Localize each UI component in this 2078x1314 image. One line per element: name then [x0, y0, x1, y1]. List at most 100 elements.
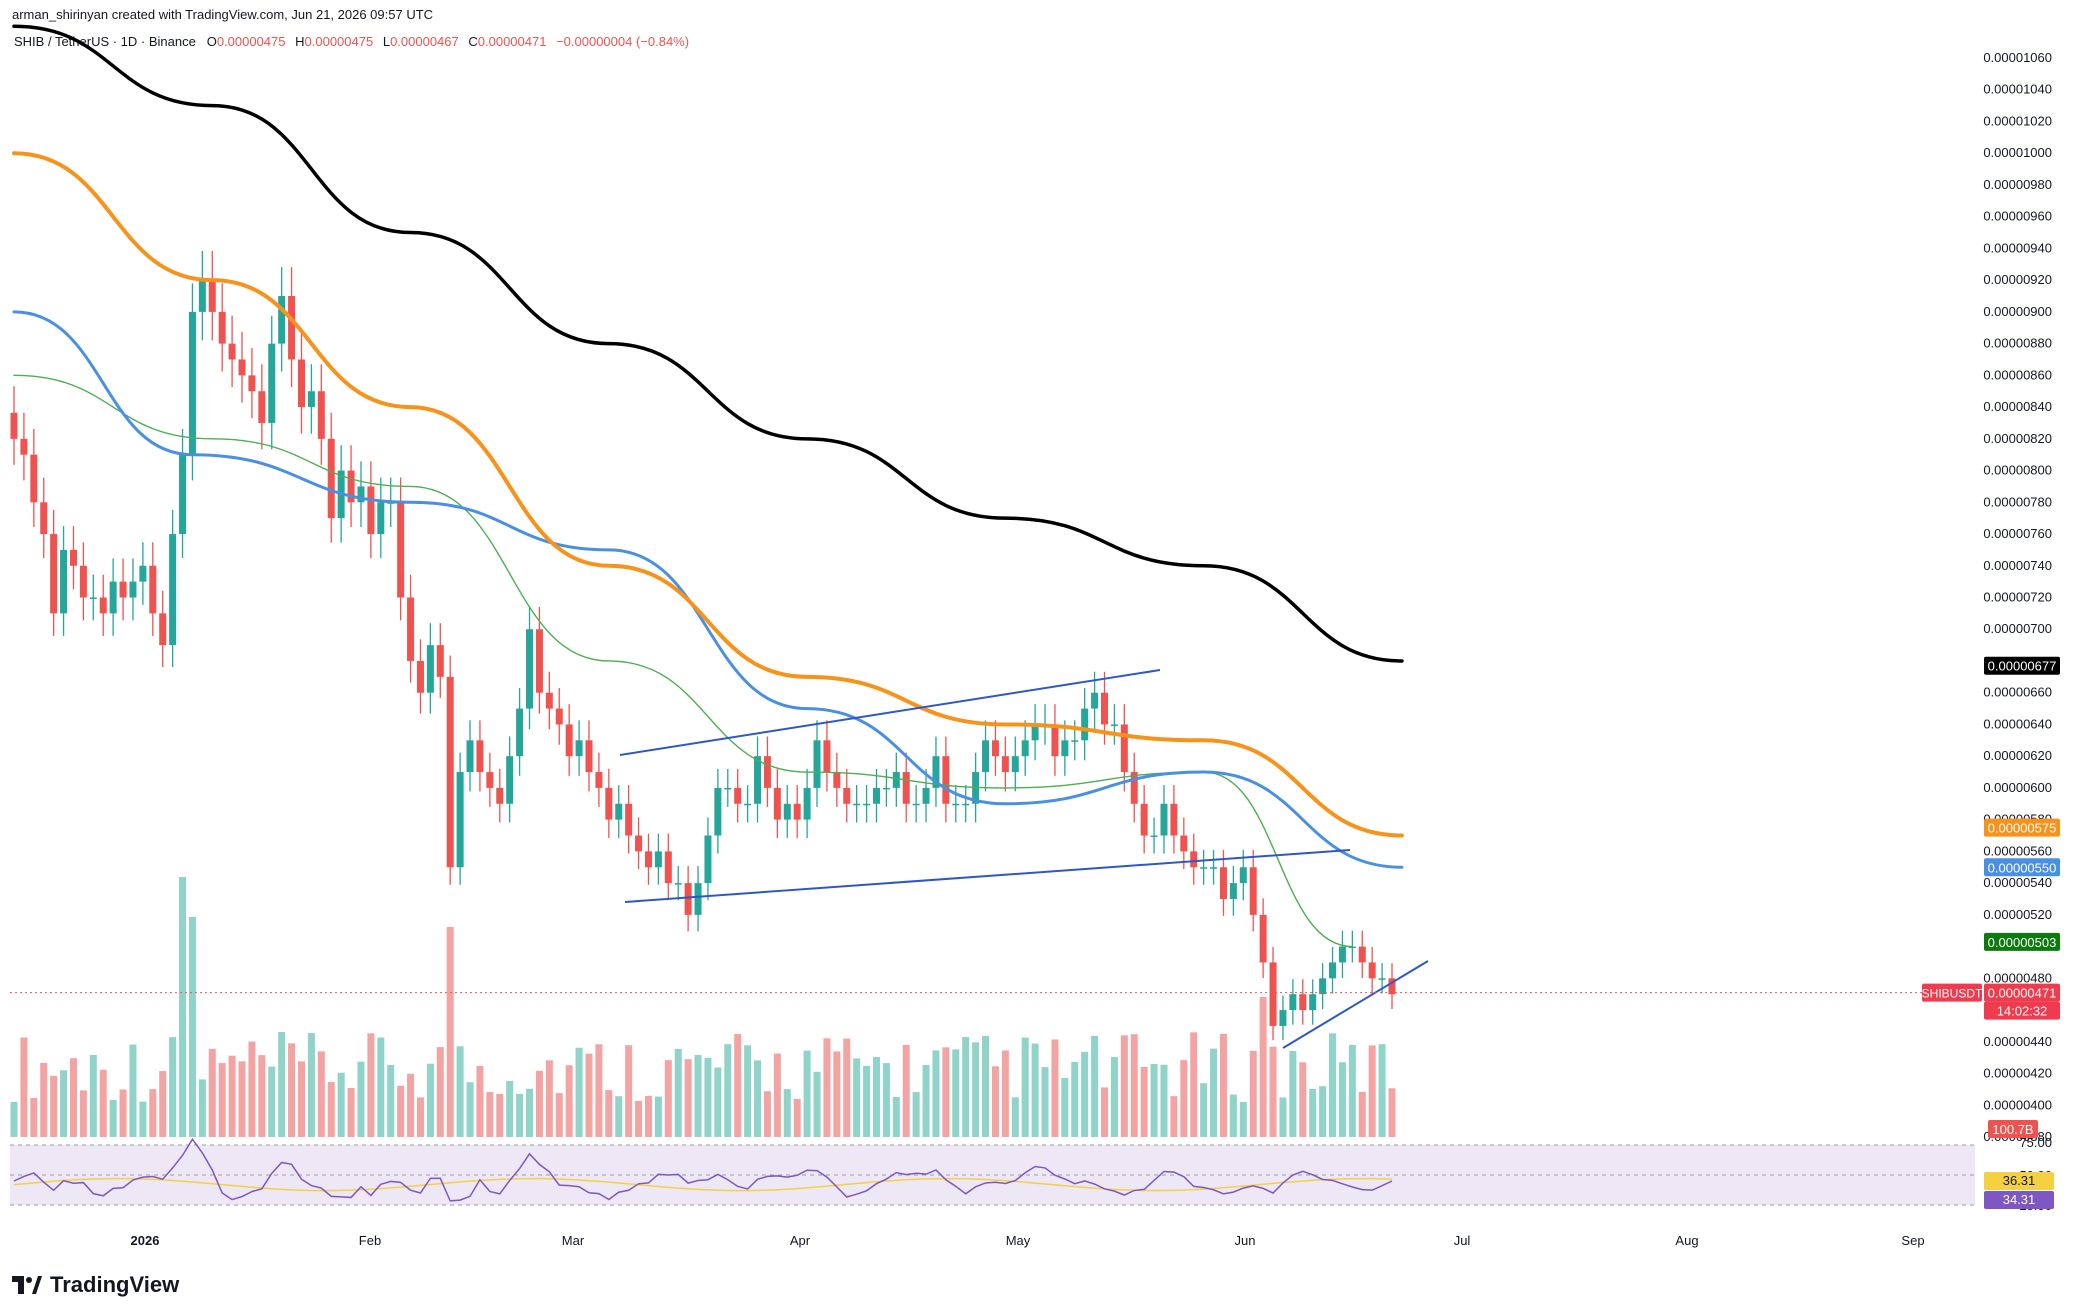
price-tick-label: 0.00000920 — [1983, 272, 2052, 287]
candle-body — [30, 454, 38, 503]
candle-body — [149, 565, 157, 614]
candle-body — [397, 502, 405, 598]
volume-bar — [1160, 1064, 1168, 1137]
volume-bar — [744, 1045, 752, 1137]
tradingview-logo[interactable]: TradingView — [12, 1272, 179, 1298]
candle-body — [882, 787, 890, 790]
trend-line — [619, 669, 1161, 756]
candle-body — [942, 756, 950, 804]
volume-tag — [1988, 1120, 2038, 1138]
volume-bar — [962, 1037, 970, 1137]
volume-bar — [99, 1069, 107, 1137]
volume-bar — [466, 1082, 474, 1137]
candle-body — [555, 708, 563, 725]
candle-body — [278, 296, 286, 344]
candle-body — [317, 391, 325, 439]
candle-body — [545, 692, 553, 709]
price-tag-text: 0.00000503 — [1988, 935, 2057, 950]
volume-bar — [912, 1092, 920, 1137]
candle-body — [1338, 946, 1346, 963]
volume-bar — [1348, 1044, 1356, 1137]
candle-body — [1329, 962, 1337, 979]
volume-bar — [982, 1035, 990, 1137]
candle-body — [932, 756, 940, 788]
candle-body — [60, 549, 68, 614]
price-tick-label: 0.00000520 — [1983, 907, 2052, 922]
volume-layer — [10, 877, 1396, 1137]
candle-body — [416, 660, 424, 693]
trend-line — [624, 849, 1351, 903]
volume-bar — [1041, 1067, 1049, 1137]
candle-body — [1081, 708, 1089, 741]
candle-body — [258, 391, 266, 423]
volume-bar — [704, 1057, 712, 1137]
candle-body — [1001, 756, 1009, 773]
time-tick-label: Mar — [562, 1233, 585, 1248]
candle-body — [1200, 867, 1208, 869]
volume-bar — [69, 1058, 77, 1137]
tradingview-icon — [12, 1276, 42, 1294]
price-tick-label: 0.00000820 — [1983, 431, 2052, 446]
volume-bar — [1229, 1094, 1237, 1137]
ohlc-high-label: H — [295, 34, 305, 49]
volume-bar — [407, 1073, 415, 1137]
volume-bar — [1120, 1035, 1128, 1137]
time-tick-label: Jun — [1235, 1233, 1256, 1248]
volume-bar — [793, 1098, 801, 1137]
volume-bar — [1388, 1088, 1396, 1137]
rsi-value-tag — [1984, 1172, 2054, 1190]
volume-bar — [159, 1071, 167, 1137]
volume-bar — [555, 1093, 563, 1137]
price-labels: 0.00000677 0.00000575 0.00000550 0.00000503… — [1922, 656, 2060, 1138]
price-tag-ma-20 — [1984, 932, 2060, 951]
candlestick-layer — [10, 250, 1396, 1041]
volume-bar — [476, 1066, 484, 1137]
candle-body — [872, 787, 880, 804]
volume-bar — [823, 1038, 831, 1137]
volume-bar — [228, 1055, 236, 1137]
price-tick-label: 0.00000720 — [1983, 590, 2052, 605]
volume-bar — [1021, 1037, 1029, 1137]
ma-line-ma200 — [12, 24, 1404, 663]
candle-body — [347, 470, 355, 503]
candle-body — [407, 597, 415, 661]
rsi-value-tag — [1984, 1191, 2054, 1209]
volume-bar — [535, 1070, 543, 1137]
volume-bar — [198, 1079, 206, 1137]
candle-body — [763, 756, 771, 788]
price-tag-ma-50 — [1984, 858, 2060, 877]
price-tag-last-price — [1984, 983, 2060, 1002]
volume-bar — [288, 1043, 296, 1137]
ohlc-open-label: O — [206, 34, 217, 49]
volume-bar — [902, 1044, 910, 1137]
candle-body — [724, 787, 732, 790]
candle-body — [228, 343, 236, 360]
chart-credit: arman_shirinyan created with TradingView… — [12, 7, 434, 22]
volume-bar — [1071, 1061, 1079, 1137]
candle-body — [595, 772, 603, 788]
price-tick-label: 0.00000880 — [1983, 336, 2052, 351]
candle-body — [526, 629, 534, 709]
candle-body — [754, 756, 762, 804]
candle-body — [377, 502, 385, 535]
volume-bar — [1299, 1062, 1307, 1137]
trend-line — [1282, 960, 1429, 1049]
volume-bar — [60, 1070, 68, 1137]
candle-body — [1289, 994, 1297, 1011]
volume-bar — [763, 1091, 771, 1137]
volume-bar — [1190, 1032, 1198, 1137]
volume-bar — [1358, 1091, 1366, 1137]
ohlc-low-label: L — [382, 34, 391, 49]
volume-bar — [853, 1058, 861, 1137]
candle-body — [813, 740, 821, 788]
volume-bar — [1180, 1060, 1188, 1137]
candle-body — [99, 597, 107, 614]
candle-body — [605, 787, 613, 820]
volume-bar — [367, 1033, 375, 1137]
candle-body — [426, 645, 434, 693]
candle-body — [803, 787, 811, 820]
price-tag-text: 0.00000677 — [1988, 659, 2057, 674]
volume-bar — [139, 1101, 147, 1137]
volume-bar — [1170, 1096, 1178, 1137]
